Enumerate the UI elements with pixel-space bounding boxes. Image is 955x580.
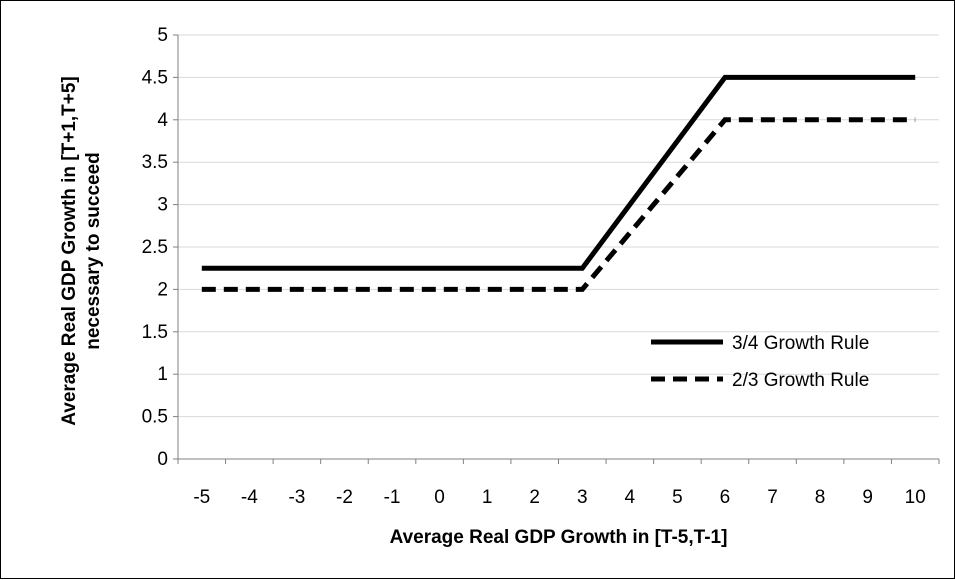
- y-tick-label: 0.5: [142, 407, 168, 428]
- x-tick-label: 10: [905, 487, 926, 508]
- x-tick-label: 5: [672, 487, 683, 508]
- x-tick-label: 6: [720, 487, 731, 508]
- x-tick-label: -2: [336, 487, 353, 508]
- y-tick-label: 1.5: [142, 322, 168, 343]
- y-tick-label: 3.5: [142, 152, 168, 173]
- x-tick-label: 3: [577, 487, 588, 508]
- x-tick-label: -1: [384, 487, 401, 508]
- x-tick-label: 9: [862, 487, 873, 508]
- x-tick-label: 8: [815, 487, 826, 508]
- y-tick-label: 2: [157, 279, 168, 300]
- legend: 3/4 Growth Rule 2/3 Growth Rule: [651, 333, 869, 391]
- y-tick-label: 0: [157, 449, 168, 470]
- series-lines: [201, 74, 916, 292]
- y-axis-title: Average Real GDP Growth in [T+1,T+5] nec…: [59, 76, 104, 426]
- x-tick-label: 4: [625, 487, 636, 508]
- x-tick-label: 7: [767, 487, 778, 508]
- x-tick-label: 0: [434, 487, 445, 508]
- y-tick-label: 4.5: [142, 67, 168, 88]
- axes: 0 0.5 1 1.5 2 2.5 3 3.5 4 4.5 5 -5 -4 -3 -2 -1 0 1 2 3 4 5 6 7 8…: [142, 25, 940, 508]
- series-line-2-3-growth-rule: [201, 117, 916, 292]
- x-tick-label: 2: [529, 487, 540, 508]
- legend-label-2-3-growth-rule: 2/3 Growth Rule: [732, 370, 869, 391]
- y-tick-label: 2.5: [142, 237, 168, 258]
- y-tick-label: 1: [157, 364, 168, 385]
- y-tick-label: 4: [157, 110, 168, 131]
- x-tick-label: -4: [241, 487, 258, 508]
- x-tick-label: 1: [482, 487, 493, 508]
- x-tick-label: -3: [288, 487, 305, 508]
- series-line-3-4-growth-rule: [201, 74, 916, 271]
- y-axis-title-line-2: necessary to succeed: [83, 152, 104, 350]
- x-tick-label: -5: [193, 487, 210, 508]
- legend-label-3-4-growth-rule: 3/4 Growth Rule: [732, 333, 869, 354]
- gridlines: [178, 34, 939, 418]
- y-axis-title-line-1: Average Real GDP Growth in [T+1,T+5]: [59, 76, 80, 426]
- y-tick-label: 3: [157, 195, 168, 216]
- x-axis-title: Average Real GDP Growth in [T-5,T-1]: [390, 527, 728, 548]
- y-tick-label: 5: [157, 25, 168, 46]
